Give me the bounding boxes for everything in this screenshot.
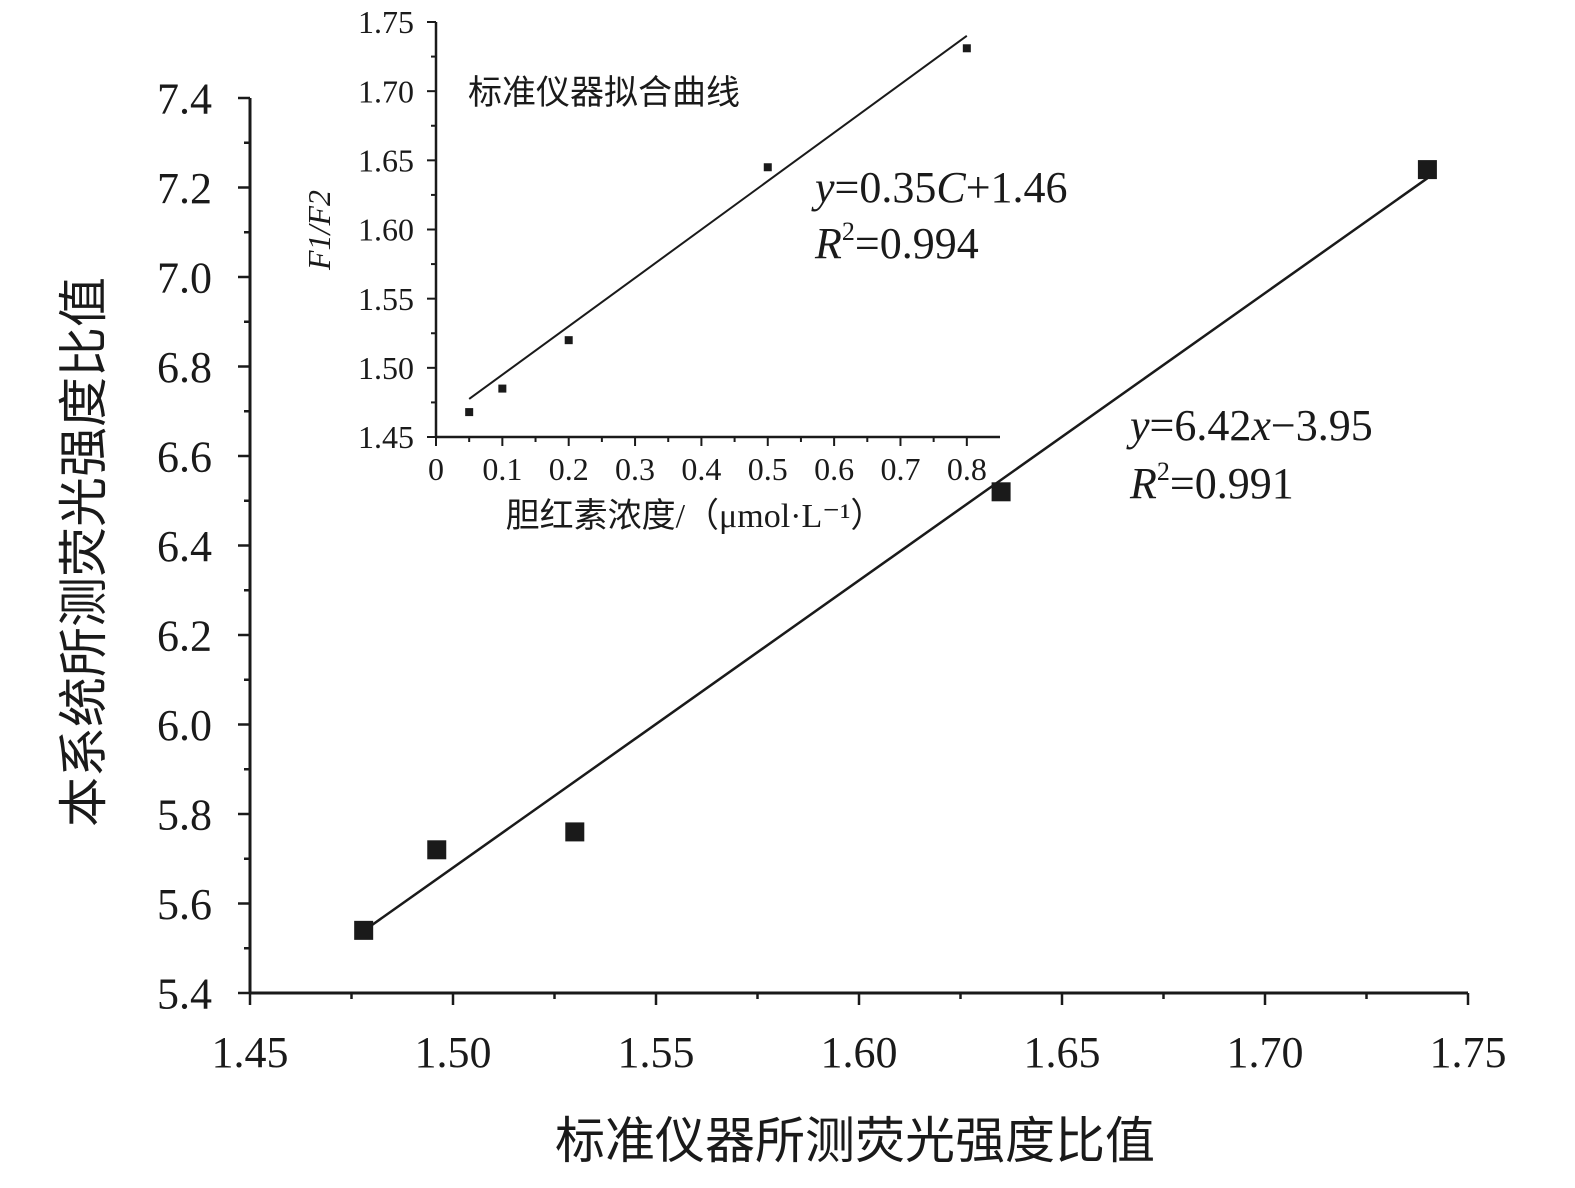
x-tick-label: 1.70 xyxy=(1227,1028,1304,1077)
inset-x-tick-label: 0.5 xyxy=(748,451,788,487)
inset-data-point xyxy=(498,384,507,393)
data-point xyxy=(1417,160,1437,180)
inset-regression-line xyxy=(468,35,968,400)
inset-x-tick-label: 0.4 xyxy=(681,451,721,487)
inset-x-tick-label: 0.6 xyxy=(814,451,854,487)
data-point xyxy=(991,482,1011,502)
inset-regression-equation: y=0.35C+1.46 xyxy=(811,163,1068,212)
inset-x-tick-label: 0.7 xyxy=(880,451,920,487)
y-tick-label: 7.4 xyxy=(157,74,212,123)
y-tick-label: 7.2 xyxy=(157,164,212,213)
y-tick-label: 7.0 xyxy=(157,253,212,302)
inset-data-point xyxy=(564,336,573,345)
x-axis-title: 标准仪器所测荧光强度比值 xyxy=(555,1113,1155,1169)
y-tick-label: 5.8 xyxy=(157,790,212,839)
regression-equation: y=6.42x−3.95 xyxy=(1126,401,1373,450)
data-point xyxy=(565,822,585,842)
inset-data-point xyxy=(962,44,971,53)
x-tick-label: 1.60 xyxy=(821,1028,898,1077)
x-tick-label: 1.65 xyxy=(1024,1028,1101,1077)
inset-y-tick-label: 1.75 xyxy=(358,4,414,40)
inset-x-tick-label: 0 xyxy=(428,451,444,487)
inset-plot-area: 0 0.1 0.2 0.3 0.4 0.5 0.6 0.7 0.8 1.45 1.50 1.55 1.6… xyxy=(358,4,1000,487)
inset-x-axis-title: 胆红素浓度/（μmol·L⁻¹） xyxy=(506,497,885,535)
inset-title: 标准仪器拟合曲线 xyxy=(468,74,740,112)
y-tick-label: 6.6 xyxy=(157,432,212,481)
y-axis-title: 本系统所测荧光强度比值 xyxy=(56,277,112,827)
inset-data-point xyxy=(763,163,772,172)
main-plot-area: 1.45 1.50 1.55 1.60 1.65 1.70 1.75 5.4 5.6 5.8 6.0… xyxy=(157,74,1507,1077)
inset-x-tick-label: 0.3 xyxy=(615,451,655,487)
inset-x-tick-label: 0.1 xyxy=(482,451,522,487)
y-tick-label: 5.6 xyxy=(157,880,212,929)
x-tick-label: 1.45 xyxy=(212,1028,289,1077)
x-tick-label: 1.75 xyxy=(1430,1028,1507,1077)
inset-x-tick-label: 0.8 xyxy=(947,451,987,487)
inset-r-squared-label: R2=0.994 xyxy=(814,217,979,268)
inset-y-tick-label: 1.45 xyxy=(358,419,414,455)
y-tick-label: 5.4 xyxy=(157,969,212,1018)
inset-y-tick-label: 1.70 xyxy=(358,73,414,109)
y-tick-label: 6.0 xyxy=(157,701,212,750)
inset-x-tick-label: 0.2 xyxy=(549,451,589,487)
x-tick-label: 1.50 xyxy=(415,1028,492,1077)
x-tick-label: 1.55 xyxy=(618,1028,695,1077)
data-point xyxy=(427,840,447,860)
inset-y-tick-label: 1.60 xyxy=(358,212,414,248)
y-tick-label: 6.2 xyxy=(157,611,212,660)
r-squared-label: R2=0.991 xyxy=(1129,457,1294,508)
inset-y-tick-label: 1.65 xyxy=(358,143,414,179)
inset-y-axis-title: F1/F2 xyxy=(301,190,337,271)
inset-data-point xyxy=(465,408,474,417)
regression-line xyxy=(362,177,1429,932)
y-tick-label: 6.4 xyxy=(157,522,212,571)
data-point xyxy=(354,920,374,940)
inset-y-tick-label: 1.50 xyxy=(358,350,414,386)
inset-y-tick-label: 1.55 xyxy=(358,281,414,317)
y-tick-label: 6.8 xyxy=(157,343,212,392)
